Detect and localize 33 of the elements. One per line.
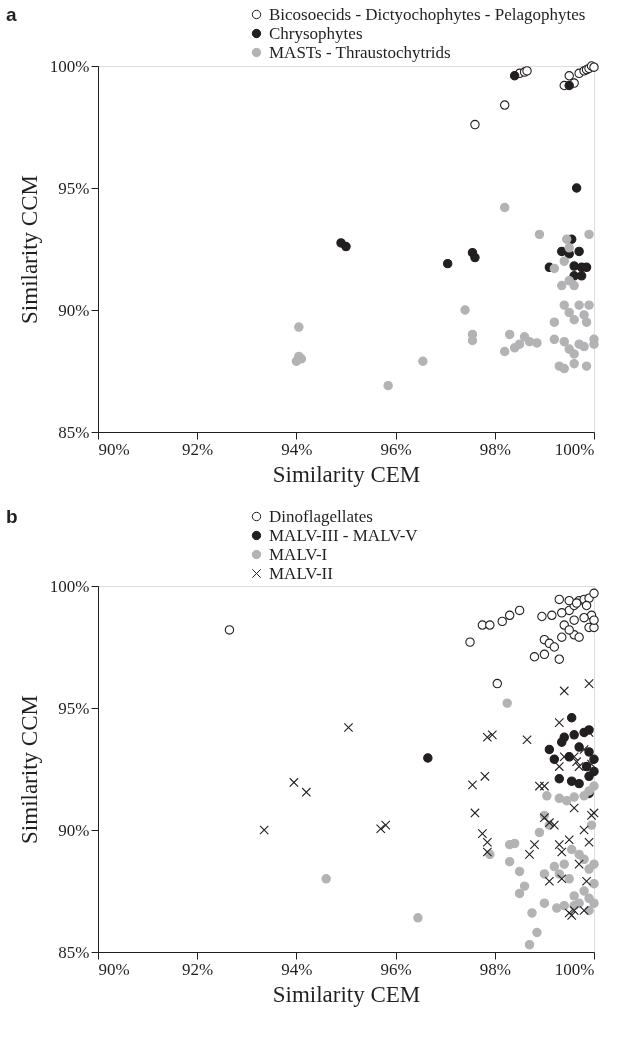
x-tick-label: 94%: [281, 439, 313, 459]
legend-label: Chrysophytes: [269, 23, 363, 43]
x-tick-label: 94%: [281, 959, 313, 979]
x-tick-label: 98%: [479, 439, 511, 459]
x-tick-label: 96%: [380, 959, 412, 979]
y-tick-label: 95%: [58, 698, 90, 718]
x-tick-label: 100%: [554, 959, 595, 979]
y-axis-title: Similarity CCM: [16, 695, 42, 844]
x-tick-label: 98%: [479, 959, 511, 979]
x-tick-label: 100%: [554, 439, 595, 459]
legend-label: MALV-I: [269, 544, 328, 564]
x-tick-label: 92%: [182, 959, 214, 979]
y-axis-title: Similarity CCM: [16, 175, 42, 324]
y-tick-label: 100%: [49, 56, 90, 76]
legend-label: Bicosoecids - Dictyochophytes - Pelagophytes: [269, 4, 586, 24]
y-tick-label: 90%: [58, 300, 90, 320]
y-tick-label: 100%: [49, 576, 90, 596]
x-tick-label: 96%: [380, 439, 412, 459]
y-tick-label: 85%: [58, 422, 90, 442]
legend-label: Dinoflagellates: [269, 506, 373, 526]
x-axis-title: Similarity CEM: [272, 981, 421, 1007]
y-tick-label: 95%: [58, 178, 90, 198]
legend-label: MASTs - Thraustochytrids: [269, 42, 451, 62]
x-tick-label: 92%: [182, 439, 214, 459]
chart-title: b: [6, 506, 18, 527]
legend-label: MALV-III - MALV-V: [269, 525, 419, 545]
y-tick-label: 85%: [58, 942, 90, 962]
chart-title: a: [6, 4, 17, 25]
x-tick-label: 90%: [98, 959, 130, 979]
y-tick-label: 90%: [58, 820, 90, 840]
legend-label: MALV-II: [269, 563, 334, 583]
x-tick-label: 90%: [98, 439, 130, 459]
x-axis-title: Similarity CEM: [272, 461, 421, 487]
